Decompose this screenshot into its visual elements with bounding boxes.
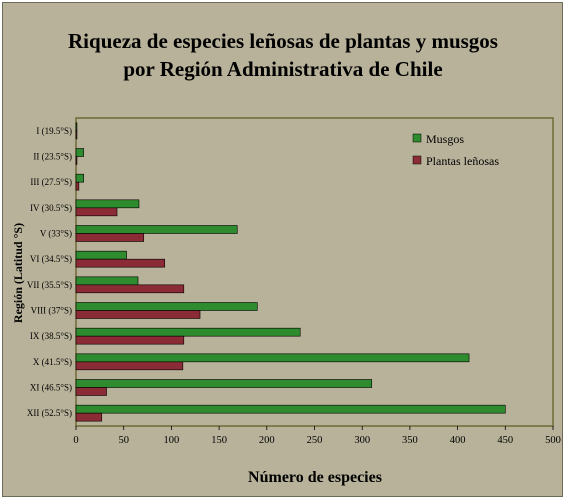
bar-musgos-10 bbox=[75, 353, 470, 363]
x-tick-label-150: 150 bbox=[211, 435, 227, 446]
bar-musgos-11 bbox=[75, 379, 373, 388]
legend-swatch-musgos bbox=[412, 133, 422, 143]
category-label-4: IV (30.5°S) bbox=[30, 203, 72, 213]
y-axis-title: Región (Latitud °S) bbox=[11, 223, 25, 323]
x-tick-label-0: 0 bbox=[73, 435, 78, 446]
bar-plantas-le-osas-1 bbox=[75, 130, 78, 140]
bar-musgos-8 bbox=[75, 302, 258, 311]
legend-swatch-plantas bbox=[412, 155, 422, 165]
bar-musgos-4 bbox=[75, 199, 140, 209]
bar-plantas-le-osas-10 bbox=[75, 361, 184, 371]
bar-musgos-9 bbox=[75, 327, 301, 337]
bar-chart: Riqueza de especies leñosas de plantas y… bbox=[11, 29, 561, 486]
bar-musgos-3 bbox=[75, 173, 84, 183]
x-tick-label-300: 300 bbox=[354, 435, 370, 446]
category-label-12: XII (52.5°S) bbox=[27, 408, 72, 418]
bars-group bbox=[75, 122, 506, 422]
category-label-9: IX (38.5°S) bbox=[30, 331, 72, 341]
legend-label-plantas: Plantas leñosas bbox=[426, 154, 499, 168]
category-label-2: II (23.5°S) bbox=[33, 152, 72, 162]
x-tick-label-50: 50 bbox=[118, 435, 129, 446]
chart-frame: Riqueza de especies leñosas de plantas y… bbox=[2, 2, 563, 497]
x-tick-label-200: 200 bbox=[259, 435, 275, 446]
x-axis-title: Número de especies bbox=[248, 469, 382, 486]
x-axis-ticks: 0 50 100 150 200 250 300 350 400 450 500 bbox=[73, 426, 561, 446]
category-label-6: VI (34.5°S) bbox=[30, 254, 72, 264]
bar-plantas-le-osas-5 bbox=[75, 233, 145, 242]
bar-musgos-2 bbox=[75, 148, 84, 157]
category-label-8: VIII (37°S) bbox=[31, 306, 72, 316]
bar-plantas-le-osas-7 bbox=[75, 284, 185, 294]
category-label-7: VII (35.5°S) bbox=[27, 280, 72, 290]
x-tick-label-350: 350 bbox=[402, 435, 418, 446]
bar-musgos-5 bbox=[75, 225, 238, 234]
bar-plantas-le-osas-3 bbox=[75, 181, 80, 191]
legend-label-musgos: Musgos bbox=[426, 132, 464, 146]
bar-plantas-le-osas-6 bbox=[75, 258, 166, 268]
bar-plantas-le-osas-8 bbox=[75, 310, 201, 319]
category-label-3: III (27.5°S) bbox=[30, 177, 72, 187]
bar-plantas-le-osas-4 bbox=[75, 207, 118, 217]
legend: Musgos Plantas leñosas bbox=[412, 132, 499, 168]
category-label-11: XI (46.5°S) bbox=[30, 383, 72, 393]
bar-plantas-le-osas-11 bbox=[75, 387, 107, 396]
bar-plantas-le-osas-9 bbox=[75, 335, 185, 345]
x-tick-label-250: 250 bbox=[307, 435, 323, 446]
x-tick-label-450: 450 bbox=[497, 435, 513, 446]
category-label-10: X (41.5°S) bbox=[33, 357, 72, 367]
bar-musgos-7 bbox=[75, 276, 139, 286]
chart-title-line-1: Riqueza de especies leñosas de plantas y… bbox=[68, 29, 498, 53]
chart-title-line-2: por Región Administrativa de Chile bbox=[123, 57, 442, 81]
category-labels: I (19.5°S) II (23.5°S) III (27.5°S) IV (30.… bbox=[27, 126, 72, 418]
bar-plantas-le-osas-12 bbox=[75, 412, 103, 422]
bar-plantas-le-osas-2 bbox=[75, 156, 78, 165]
x-tick-label-500: 500 bbox=[545, 435, 561, 446]
bar-musgos-1 bbox=[75, 122, 78, 132]
x-tick-label-400: 400 bbox=[450, 435, 466, 446]
x-tick-label-100: 100 bbox=[164, 435, 180, 446]
category-label-1: I (19.5°S) bbox=[36, 126, 72, 136]
category-label-5: V (33°S) bbox=[40, 229, 72, 239]
bar-musgos-6 bbox=[75, 250, 127, 260]
bar-musgos-12 bbox=[75, 404, 506, 414]
